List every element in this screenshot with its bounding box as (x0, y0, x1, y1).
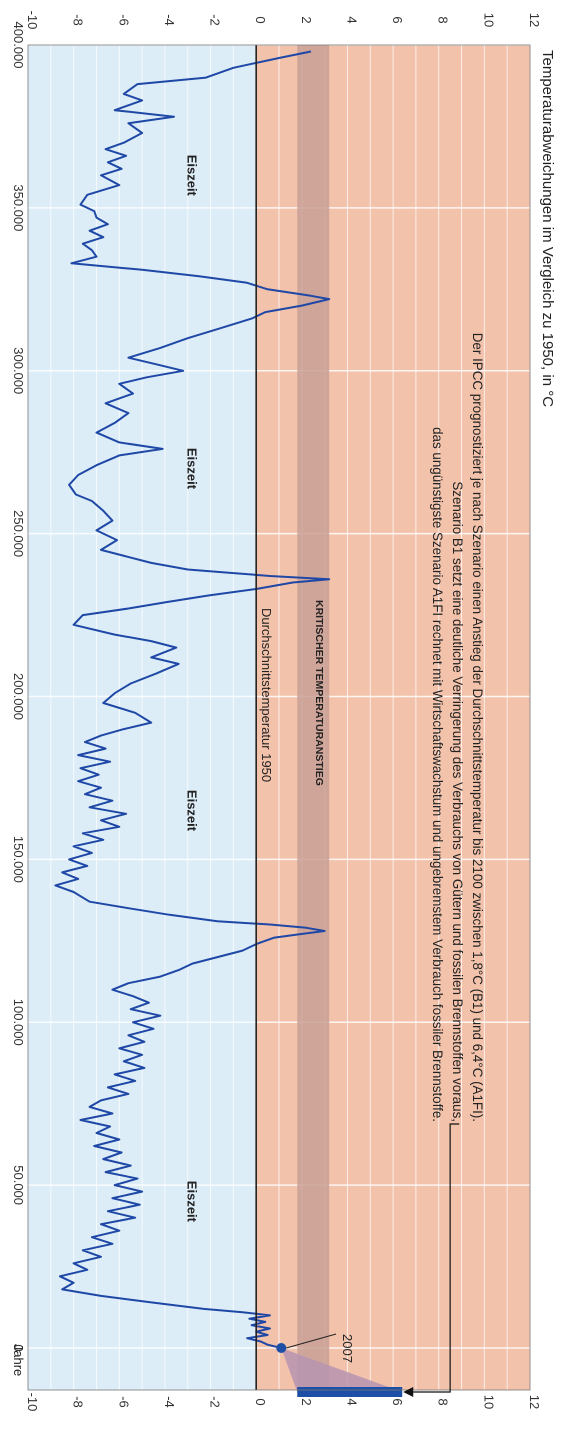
temp-tick-label-top: 10 (481, 13, 496, 27)
temp-tick-label-top: 2 (299, 16, 314, 23)
annotation-arrow-line (410, 1123, 460, 1393)
plot-frame (27, 44, 531, 1391)
year-tick-label: 100.000 (11, 999, 26, 1046)
temperature-series (54, 50, 337, 1353)
temp-tick-label-top: 8 (436, 16, 451, 23)
axes (27, 44, 531, 1391)
year-tick-label: 200.000 (11, 673, 26, 720)
temp-tick-label-top: 12 (527, 13, 542, 27)
year-tick-label: 400.000 (11, 22, 26, 69)
temp-tick-label-top: -4 (162, 14, 177, 26)
chart-title: Temperaturabweichungen im Vergleich zu 1… (539, 50, 556, 407)
year-tick-label: 350.000 (11, 184, 26, 231)
temp-tick-label-bottom: 4 (344, 1398, 359, 1405)
year-tick-label: 50.000 (11, 1165, 26, 1205)
temp-tick-label-bottom: 0 (253, 1398, 268, 1405)
baseline-label: Durchschnittstemperatur 1950 (259, 608, 274, 782)
temp-tick-label-bottom: -8 (71, 1396, 86, 1408)
labels: 2007 -10 -10 -8 -8 -6 -6 -4 -4 -2 -2 0 0 2 2 4 4 6 6 8 8 10 10… (11, 11, 556, 1412)
temp-tick-label-bottom: -6 (116, 1396, 131, 1408)
temp-tick-label-bottom: -4 (162, 1396, 177, 1408)
eiszeit-label: Eiszeit (185, 448, 200, 490)
projection-bar (297, 1387, 403, 1397)
projection (281, 1348, 403, 1397)
temp-tick-label-top: 4 (344, 16, 359, 23)
temp-tick-label-bottom: -2 (208, 1396, 223, 1408)
critical-band-label: KRITISCHER TEMPERATURANSTIEG (313, 600, 325, 786)
year-tick-label: 150.000 (11, 836, 26, 883)
temperature-line (54, 50, 331, 1349)
annotation-arrowhead (403, 1387, 414, 1397)
temp-tick-label-top: -10 (25, 11, 40, 30)
annotation-line: Der IPCC prognostiziert je nach Szenario… (470, 333, 485, 1122)
temp-tick-label-bottom: 8 (436, 1398, 451, 1405)
temp-tick-label-bottom: 12 (527, 1395, 542, 1409)
temp-tick-label-top: -2 (208, 14, 223, 26)
critical-temperature-band (297, 45, 330, 1390)
temp-tick-label-top: 0 (253, 16, 268, 23)
temp-tick-label-top: 6 (390, 16, 405, 23)
critical-band (297, 45, 330, 1390)
eiszeit-label: Eiszeit (185, 790, 200, 832)
temp-tick-label-bottom: 6 (390, 1398, 405, 1405)
temp-tick-label-top: -8 (71, 14, 86, 26)
projection-wedge (281, 1348, 403, 1392)
marker-2007-label: 2007 (340, 1334, 355, 1363)
temp-tick-label-top: -6 (116, 14, 131, 26)
temp-tick-label-bottom: 2 (299, 1398, 314, 1405)
marker-2007-dot (276, 1343, 287, 1353)
temp-tick-label-bottom: 10 (481, 1395, 496, 1409)
year-tick-label: 300.000 (11, 347, 26, 394)
eiszeit-label: Eiszeit (185, 1181, 200, 1223)
eiszeit-label: Eiszeit (185, 155, 200, 197)
year-tick-label: 250.000 (11, 510, 26, 557)
temp-tick-label-bottom: -10 (25, 1393, 40, 1412)
annotation-line: Szenario B1 setzt eine deutliche Verring… (450, 481, 465, 1122)
annotation-line: das ungünstigste Szenario A1FI rechnet m… (430, 427, 445, 1122)
x-axis-label: Jahre (11, 1344, 26, 1377)
year-tick-label: 0 (11, 1344, 26, 1351)
marker-2007-leader (286, 1333, 337, 1349)
